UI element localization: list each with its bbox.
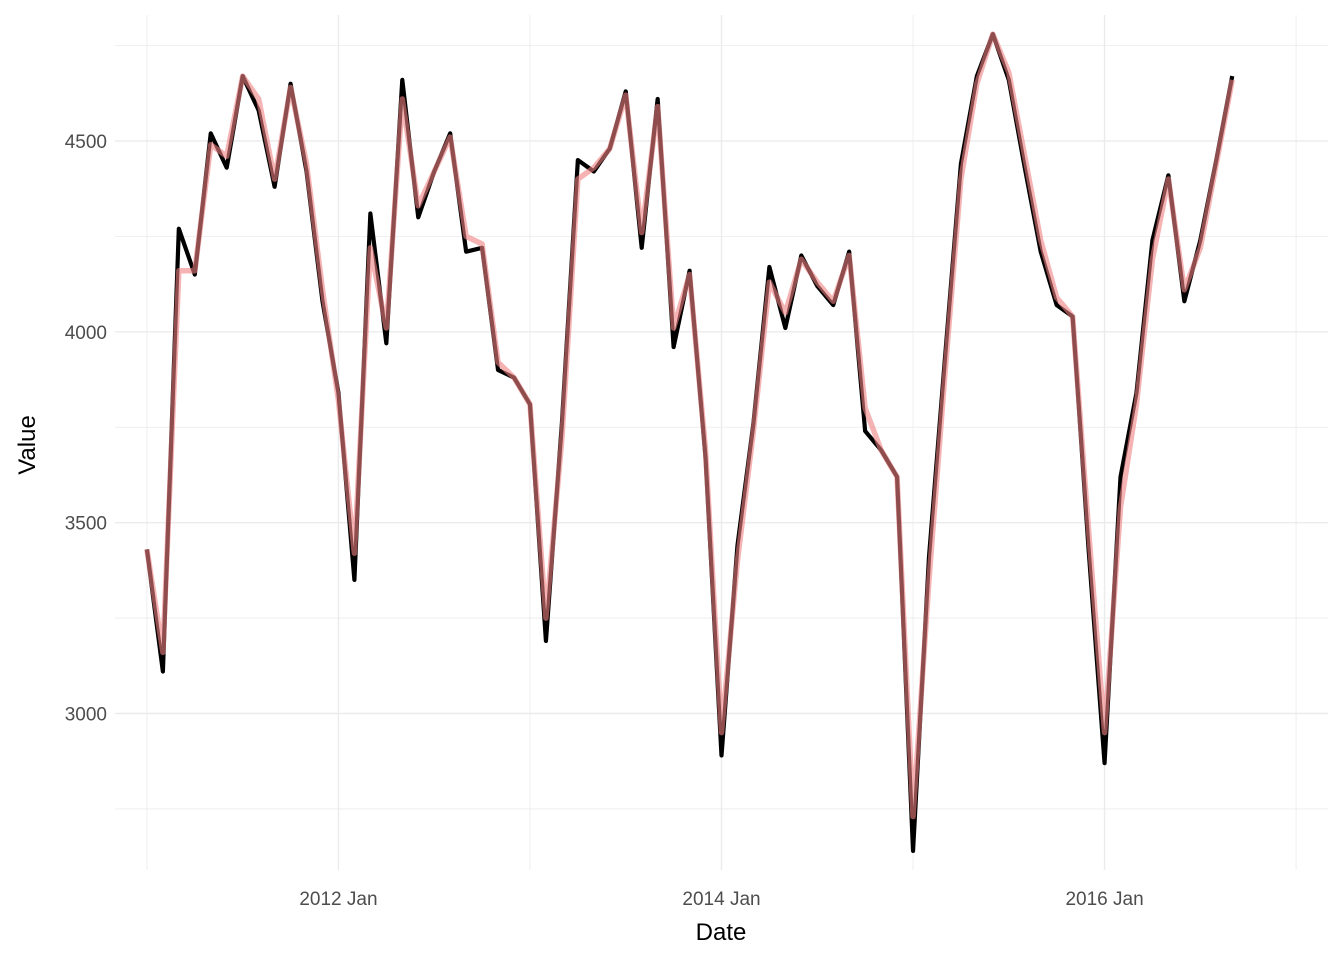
- y-tick-label: 4500: [65, 132, 107, 153]
- y-axis-title: Value: [14, 415, 41, 475]
- series-line-fitted: [144, 31, 1235, 820]
- y-tick-label: 3000: [65, 705, 107, 726]
- y-tick-label: 3500: [65, 514, 107, 535]
- x-tick-label: 2014 Jan: [682, 889, 760, 910]
- x-tick-label: 2016 Jan: [1065, 889, 1143, 910]
- y-axis-ticks: 3000 3500 4000 4500: [65, 132, 107, 726]
- x-axis-ticks: 2012 Jan 2014 Jan 2016 Jan: [299, 889, 1143, 910]
- y-tick-label: 4000: [65, 323, 107, 344]
- x-tick-label: 2012 Jan: [299, 889, 377, 910]
- series-layer: [144, 31, 1235, 854]
- series-line-observed: [144, 31, 1235, 854]
- x-axis-title: Date: [696, 919, 747, 946]
